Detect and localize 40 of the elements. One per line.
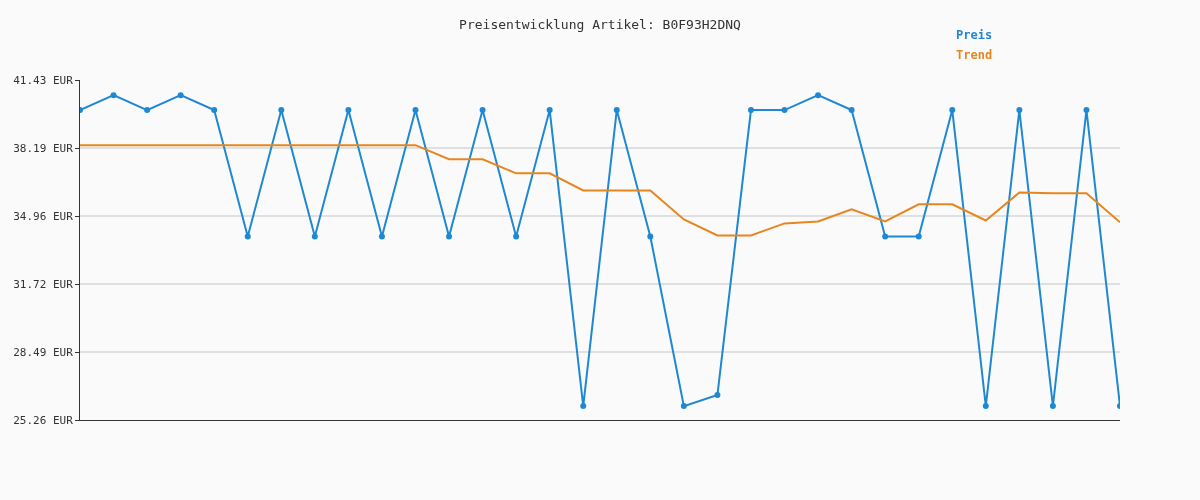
point [1049,403,1056,410]
point [714,391,721,398]
y-tick-label: 28.49 EUR [13,345,74,359]
point [311,233,318,240]
y-tick-label: 34.96 EUR [13,209,74,223]
point [747,107,754,114]
point [479,107,486,114]
point [580,403,587,410]
point [211,107,218,114]
point [278,107,285,114]
point [412,107,419,114]
point [613,107,620,114]
point [446,233,453,240]
point [110,92,117,99]
y-tick-label: 31.72 EUR [13,278,74,292]
point [882,233,889,240]
y-tick-label: 25.26 EUR [13,413,74,427]
point [815,92,822,99]
point [1016,107,1023,114]
point [949,107,956,114]
point [244,233,251,240]
point [177,92,184,99]
point [513,233,520,240]
point [848,107,855,114]
point [680,403,687,410]
line-series [80,144,1120,237]
point [1083,107,1090,114]
point [647,233,654,240]
text: Preis [956,28,993,42]
point [982,403,989,410]
point [144,107,151,114]
point [378,233,385,240]
y-tick-label: 41.43 EUR [13,73,74,87]
point [781,107,788,114]
y-tick-label: 38.19 EUR [13,141,74,155]
chart-title: Preisentwicklung Artikel: B0F93H2DNQ [459,17,742,33]
point [345,107,352,114]
text: Trend [956,48,993,62]
point [546,107,553,114]
point [915,233,922,240]
